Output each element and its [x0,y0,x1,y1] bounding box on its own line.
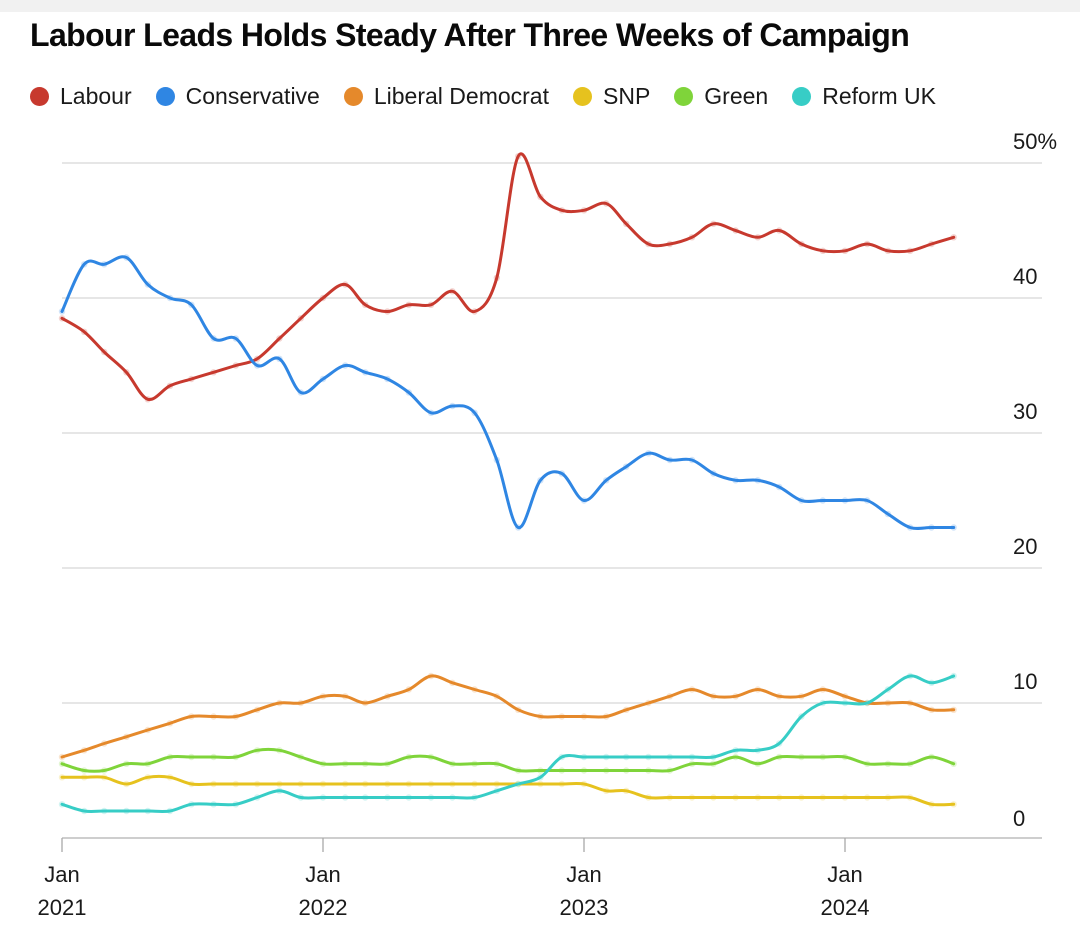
x-tick-label-year: 2024 [821,895,870,920]
y-tick-label: 10 [1013,669,1037,694]
x-tick-label-month: Jan [566,862,601,887]
series-line-snp [60,774,956,807]
legend-swatch [343,87,363,106]
y-tick-label: 20 [1013,534,1037,559]
chart-legend: Labour Conservative Liberal Democrat SNP Gre… [30,83,960,110]
legend-label: SNP [603,83,651,109]
y-tick-label: 50% [1013,129,1057,154]
legend-swatch [792,87,812,106]
y-tick-label: 40 [1013,264,1037,289]
legend-item-conservative: Conservative [155,83,320,110]
legend-swatch [573,87,592,106]
legend-item-labour: Labour [30,83,132,110]
chart-title: Labour Leads Holds Steady After Three We… [30,17,910,53]
legend-item-snp: SNP [573,83,650,110]
top-bar [0,0,1080,12]
legend-item-liberal-democrat: Liberal Democrat [343,83,549,110]
legend-swatch [155,87,175,106]
legend-item-reform-uk: Reform UK [792,83,936,110]
series-line-liberal-democrat [60,674,956,759]
legend-label: Reform UK [822,83,936,109]
series-line-green [60,747,956,773]
legend-item-green: Green [674,83,768,110]
x-tick-label-month: Jan [44,862,79,887]
x-tick-label-month: Jan [305,862,340,887]
legend-swatch [674,87,694,106]
series-line-conservative [60,255,956,531]
legend-label: Labour [60,83,132,109]
x-tick-label-year: 2021 [38,895,87,920]
legend-label: Liberal Democrat [373,83,549,109]
legend-label: Conservative [185,83,320,109]
legend-swatch [30,87,49,106]
legend-label: Green [704,83,769,109]
y-tick-label: 30 [1013,399,1037,424]
y-tick-label: 0 [1013,806,1025,831]
x-tick-label-month: Jan [827,862,862,887]
series-line-labour [60,152,956,401]
x-tick-label-year: 2023 [560,895,609,920]
x-tick-label-year: 2022 [299,895,348,920]
series-line-reform-uk [60,674,956,813]
